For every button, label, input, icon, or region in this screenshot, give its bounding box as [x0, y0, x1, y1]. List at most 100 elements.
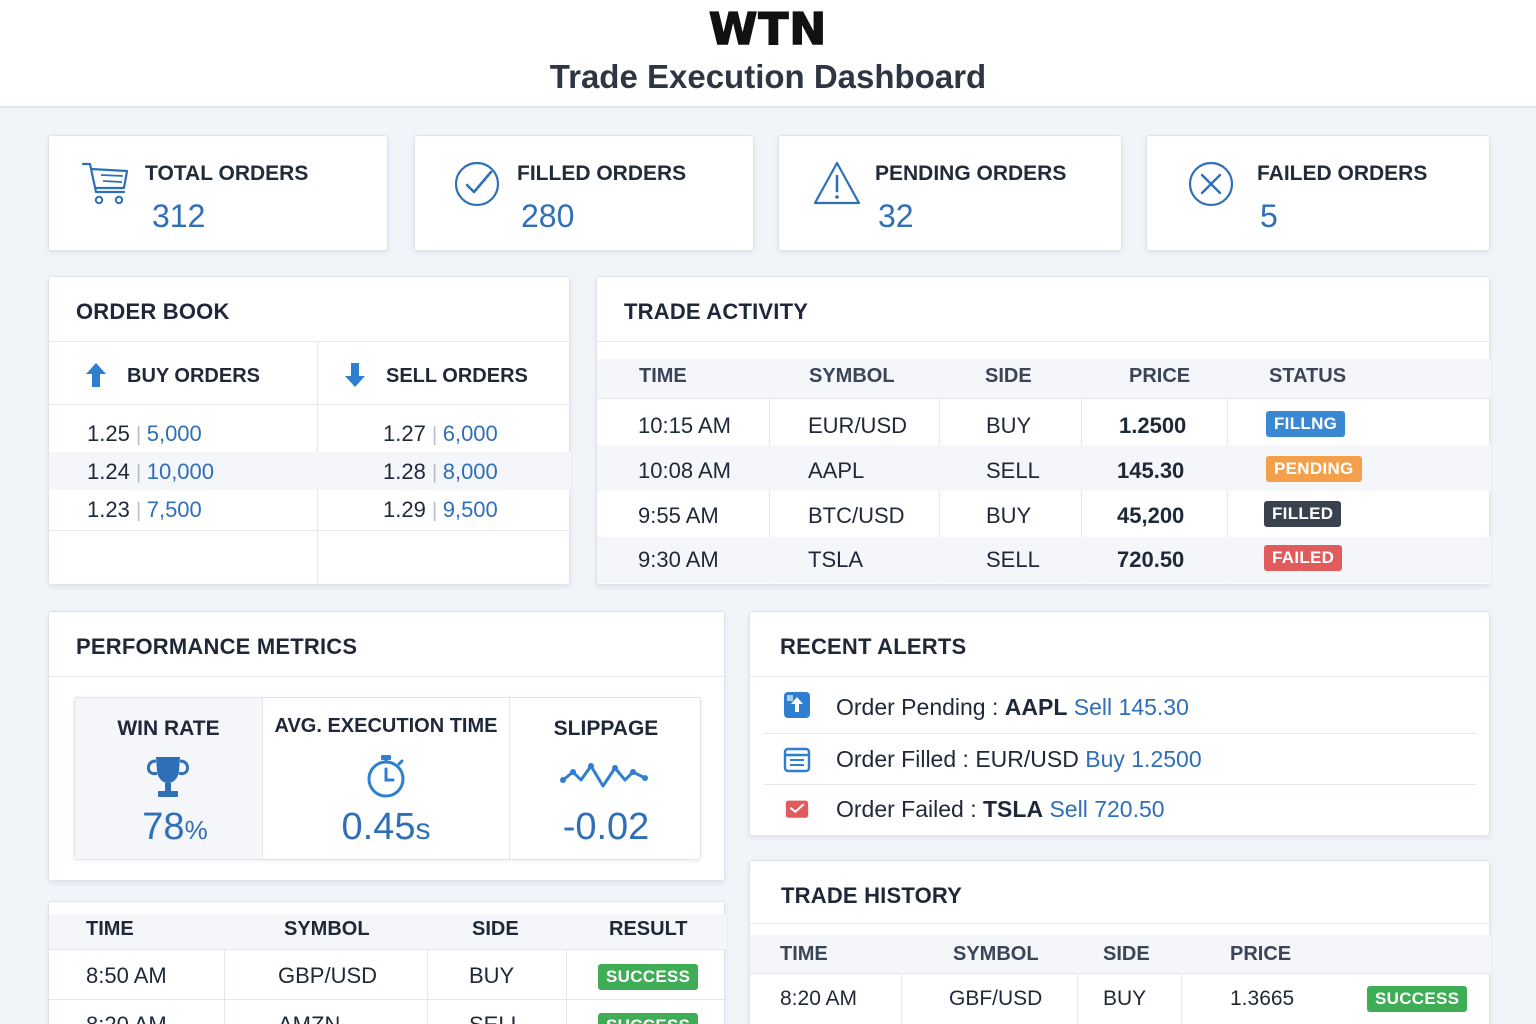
- cell-time: 8:50 AM: [86, 963, 167, 988]
- stat-card-filled-orders[interactable]: FILLED ORDERS 280: [414, 135, 754, 251]
- col-symbol: SYMBOL: [284, 918, 370, 940]
- order-book-title: ORDER BOOK: [76, 299, 230, 324]
- slippage-value: -0.02: [562, 806, 650, 848]
- order-row[interactable]: 1.27 | 6,000: [383, 421, 498, 446]
- cell-price: 45,200: [1117, 503, 1185, 528]
- cell-price: 1.2500: [1119, 413, 1187, 438]
- trade-activity-panel: TRADE ACTIVITY TIME SYMBOL SIDE PRICE ST…: [596, 276, 1491, 586]
- alert-prefix: Order Pending :: [836, 694, 1005, 720]
- trade-history-panel: TRADE HISTORY TIME SYMBOL SIDE PRICE 8:2…: [749, 860, 1491, 1024]
- result-badge: SUCCESS: [1367, 986, 1468, 1012]
- col-side: SIDE: [985, 365, 1032, 387]
- stat-card-failed-orders[interactable]: FAILED ORDERS 5: [1146, 135, 1490, 251]
- check-circle-icon: [454, 161, 500, 207]
- trade-history-title: TRADE HISTORY: [781, 883, 963, 908]
- sell-quantity: 9,500: [442, 497, 498, 522]
- arrow-down-icon: [345, 363, 365, 387]
- win-rate-value: 78%: [75, 806, 275, 849]
- stat-label: PENDING ORDERS: [875, 162, 1067, 185]
- stat-card-total-orders[interactable]: TOTAL ORDERS 312: [48, 135, 388, 251]
- sell-orders-header[interactable]: SELL ORDERS: [386, 365, 528, 387]
- stat-card-pending-orders[interactable]: PENDING ORDERS 32: [778, 135, 1122, 251]
- sell-price: 1.27: [383, 421, 426, 446]
- alert-detail: Sell 145.30: [1067, 694, 1189, 720]
- sell-price: 1.28: [383, 459, 426, 484]
- cell-side: SELL: [469, 1012, 523, 1024]
- result-badge: SUCCESS: [598, 964, 699, 990]
- col-time: TIME: [86, 918, 134, 940]
- exec-time-label: AVG. EXECUTION TIME: [274, 715, 498, 737]
- buy-quantity: 10,000: [146, 459, 215, 484]
- exec-time-value: 0.45s: [263, 806, 509, 849]
- stat-value: 5: [1260, 198, 1278, 234]
- cell-symbol: BTC/USD: [808, 503, 905, 528]
- stat-label: FAILED ORDERS: [1257, 162, 1428, 185]
- col-symbol: SYMBOL: [953, 943, 1039, 965]
- win-rate-label: WIN RATE: [117, 717, 220, 740]
- buy-quantity: 5,000: [146, 421, 202, 446]
- app-header: WTN Trade Execution Dashboard: [0, 0, 1536, 108]
- order-row[interactable]: 1.25 | 5,000: [87, 421, 202, 446]
- alert-symbol: EUR/USD: [975, 746, 1079, 772]
- cell-symbol: TSLA: [808, 547, 864, 572]
- win-rate-number: 78: [142, 806, 185, 848]
- cell-time: 8:20 AM: [86, 1012, 167, 1024]
- stat-value: 312: [152, 198, 206, 234]
- col-symbol: SYMBOL: [809, 365, 895, 387]
- cell-side: SELL: [986, 458, 1040, 483]
- buy-orders-header[interactable]: BUY ORDERS: [127, 365, 260, 387]
- cell-symbol: AMZN: [278, 1012, 340, 1024]
- sell-quantity: 8,000: [442, 459, 498, 484]
- cell-price: 1.3665: [1230, 987, 1295, 1010]
- cell-time: 10:08 AM: [638, 458, 731, 483]
- page-title: Trade Execution Dashboard: [549, 58, 987, 95]
- exec-time-number: 0.45: [341, 806, 416, 848]
- col-status: STATUS: [1269, 365, 1347, 387]
- win-rate-unit: %: [184, 815, 208, 845]
- stat-label: TOTAL ORDERS: [145, 162, 309, 185]
- order-row[interactable]: 1.28 | 8,000: [383, 459, 498, 484]
- buy-price: 1.24: [87, 459, 130, 484]
- performance-metrics-panel: PERFORMANCE METRICS WIN RATE 78% AVG. EX…: [48, 611, 726, 881]
- alert-item[interactable]: Order Pending : AAPL Sell 145.30: [836, 694, 1189, 721]
- brand-logo: WTN: [708, 3, 828, 56]
- exec-time-unit: s: [415, 813, 431, 846]
- alert-detail: Sell 720.50: [1043, 796, 1165, 822]
- alert-item[interactable]: Order Failed : TSLA Sell 720.50: [836, 796, 1165, 823]
- alert-symbol: AAPL: [1004, 694, 1068, 720]
- alert-item[interactable]: Order Filled : EUR/USD Buy 1.2500: [836, 746, 1202, 773]
- order-row[interactable]: 1.29 | 9,500: [383, 497, 498, 522]
- cell-symbol: EUR/USD: [808, 413, 908, 438]
- results-table-panel: TIME SYMBOL SIDE RESULT 8:50 AM GBP/USD …: [48, 901, 726, 1024]
- cell-side: BUY: [469, 963, 515, 988]
- arrow-up-icon: [86, 363, 106, 387]
- cell-time: 9:55 AM: [638, 503, 719, 528]
- stat-label: FILLED ORDERS: [517, 162, 687, 185]
- status-badge: PENDING: [1266, 456, 1362, 482]
- cell-side: BUY: [1103, 987, 1147, 1010]
- col-result: RESULT: [609, 918, 688, 940]
- slippage-label: SLIPPAGE: [553, 717, 659, 740]
- order-row[interactable]: 1.24 | 10,000: [87, 459, 215, 484]
- stopwatch-icon: [367, 755, 405, 798]
- trade-activity-title: TRADE ACTIVITY: [624, 299, 809, 324]
- col-side: SIDE: [1103, 943, 1150, 965]
- alert-prefix: Order Failed :: [836, 796, 983, 822]
- alert-prefix: Order Filled :: [836, 746, 976, 772]
- col-price: PRICE: [1129, 365, 1191, 387]
- col-price: PRICE: [1230, 943, 1292, 965]
- cell-symbol: GBP/USD: [278, 963, 378, 988]
- alert-detail: Buy 1.2500: [1078, 746, 1202, 772]
- alert-filled-icon[interactable]: [783, 746, 811, 774]
- alert-pending-icon[interactable]: [783, 691, 811, 719]
- alert-failed-icon[interactable]: [783, 798, 811, 822]
- order-row[interactable]: 1.23 | 7,500: [87, 497, 202, 522]
- buy-price: 1.23: [87, 497, 130, 522]
- cell-side: BUY: [986, 413, 1032, 438]
- cell-time: 8:20 AM: [780, 987, 858, 1010]
- buy-quantity: 7,500: [146, 497, 202, 522]
- status-badge: FILLNG: [1266, 411, 1346, 437]
- cell-side: BUY: [986, 503, 1032, 528]
- cell-symbol: GBF/USD: [949, 987, 1043, 1010]
- performance-title: PERFORMANCE METRICS: [76, 634, 358, 659]
